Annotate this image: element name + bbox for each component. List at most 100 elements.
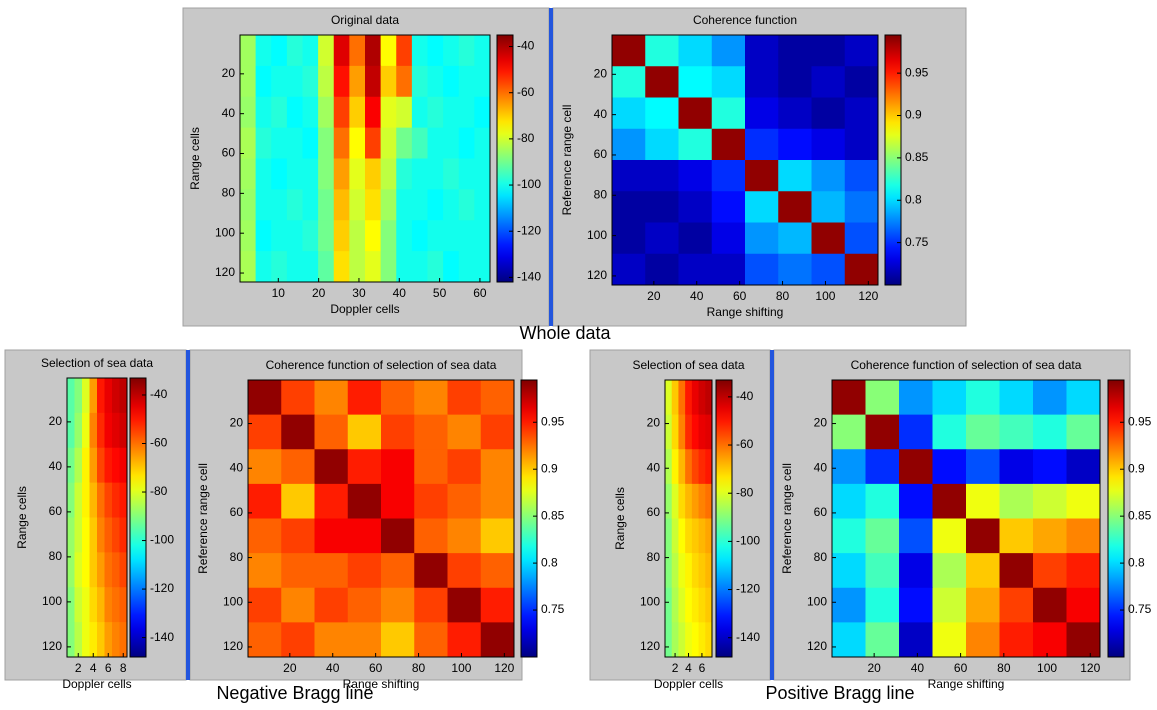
colorbar (715, 379, 733, 658)
x-tick-label: 60 (733, 289, 747, 303)
heatmap-cell (104, 587, 113, 623)
heatmap-cell (711, 66, 746, 98)
colorbar-tick-label: 0.75 (905, 235, 929, 249)
heatmap-cell (705, 483, 713, 519)
heatmap-cell (414, 414, 448, 450)
heatmap-cell (685, 518, 693, 554)
heatmap-cell (865, 587, 900, 623)
x-tick-label: 6 (105, 661, 112, 675)
caption: Whole data (519, 323, 611, 343)
heatmap-cell (318, 220, 335, 252)
heatmap-cell (480, 518, 515, 554)
colorbar-tick-label: 0.9 (905, 108, 922, 122)
heatmap-cell (966, 622, 1000, 658)
caption: Negative Bragg line (216, 683, 373, 703)
heatmap-cell (671, 587, 679, 623)
heatmap-cell (844, 35, 879, 67)
heatmap-cell (119, 378, 128, 414)
heatmap-cell (865, 518, 900, 554)
heatmap-cell (678, 587, 686, 623)
heatmap-cell (318, 35, 335, 67)
colorbar-tick-label: 0.9 (541, 461, 558, 475)
heatmap-cell (1033, 483, 1067, 519)
heatmap-cell (104, 412, 113, 449)
heatmap-cell (811, 128, 846, 161)
colorbar-tick-label: -40 (736, 389, 754, 403)
heatmap-cell (832, 518, 866, 554)
heatmap-cell (678, 253, 713, 286)
heatmap-cell (458, 35, 475, 67)
colorbar-tick-label: -60 (517, 85, 535, 99)
heatmap-cell (82, 378, 90, 414)
heatmap-cell (691, 518, 700, 554)
heatmap-cell (365, 189, 382, 221)
heatmap-cell (255, 96, 272, 129)
y-tick-label: 80 (594, 187, 608, 201)
heatmap-cell (286, 189, 303, 221)
heatmap-cell (844, 160, 879, 192)
heatmap-cell (119, 517, 128, 553)
heatmap-cell (443, 189, 460, 221)
colorbar (496, 34, 514, 283)
heatmap-cell (248, 587, 282, 623)
y-tick-label: 20 (49, 414, 63, 428)
heatmap-cell (745, 66, 779, 98)
heatmap-cell (314, 553, 349, 589)
heatmap-cell (966, 380, 1000, 416)
heatmap-cell (314, 518, 349, 554)
heatmap-cell (678, 553, 686, 589)
heatmap-cell (74, 482, 83, 518)
heatmap-cell (612, 66, 646, 98)
heatmap-cell (82, 412, 90, 449)
heatmap-cell (443, 158, 460, 190)
heatmap-cell (248, 518, 282, 554)
heatmap-cell (286, 65, 303, 98)
heatmap-cell (271, 189, 288, 221)
heatmap-cell (255, 220, 272, 252)
heatmap-cell (347, 414, 382, 450)
heatmap-cell (458, 158, 475, 190)
heatmap-cell (97, 587, 105, 623)
heatmap-cell (645, 191, 679, 223)
heatmap-cell (678, 160, 713, 192)
chart-title: Original data (331, 13, 399, 27)
heatmap-cell (318, 65, 335, 98)
heatmap-cell (844, 191, 879, 223)
heatmap-cell (966, 483, 1000, 519)
heatmap-cell (427, 220, 444, 252)
heatmap-cell (671, 449, 679, 485)
heatmap-cell (347, 553, 382, 589)
heatmap-cell (1033, 380, 1067, 416)
heatmap-cell (314, 587, 349, 623)
heatmap-cell (745, 222, 779, 255)
colorbar-tick-label: -140 (150, 630, 174, 644)
heatmap-cell (97, 552, 105, 588)
colorbar-tick-label: -80 (517, 131, 535, 145)
heatmap-cell (365, 158, 382, 190)
heatmap-cell (685, 622, 693, 658)
heatmap-cell (645, 253, 679, 286)
heatmap-cell (112, 378, 120, 414)
heatmap-cell (281, 518, 315, 554)
heatmap-cell (67, 482, 75, 518)
heatmap-cell (1033, 414, 1067, 450)
heatmap-cell (899, 483, 933, 519)
heatmap-cell (671, 414, 679, 450)
x-axis-label: Range shifting (928, 677, 1005, 691)
heatmap-cell (333, 158, 350, 190)
colorbar (1107, 379, 1125, 658)
heatmap-cell (932, 380, 967, 416)
heatmap-cell (480, 449, 515, 485)
heatmap-cell (1066, 622, 1101, 658)
y-tick-label: 120 (42, 639, 62, 653)
heatmap-cell (447, 449, 482, 485)
heatmap-cell (678, 191, 713, 223)
heatmap-cell (286, 251, 303, 283)
heatmap-cell (427, 127, 444, 159)
heatmap-cell (286, 35, 303, 67)
heatmap-cell (745, 191, 779, 223)
heatmap-cell (811, 191, 846, 223)
heatmap-cell (302, 158, 319, 190)
heatmap-cell (443, 127, 460, 159)
